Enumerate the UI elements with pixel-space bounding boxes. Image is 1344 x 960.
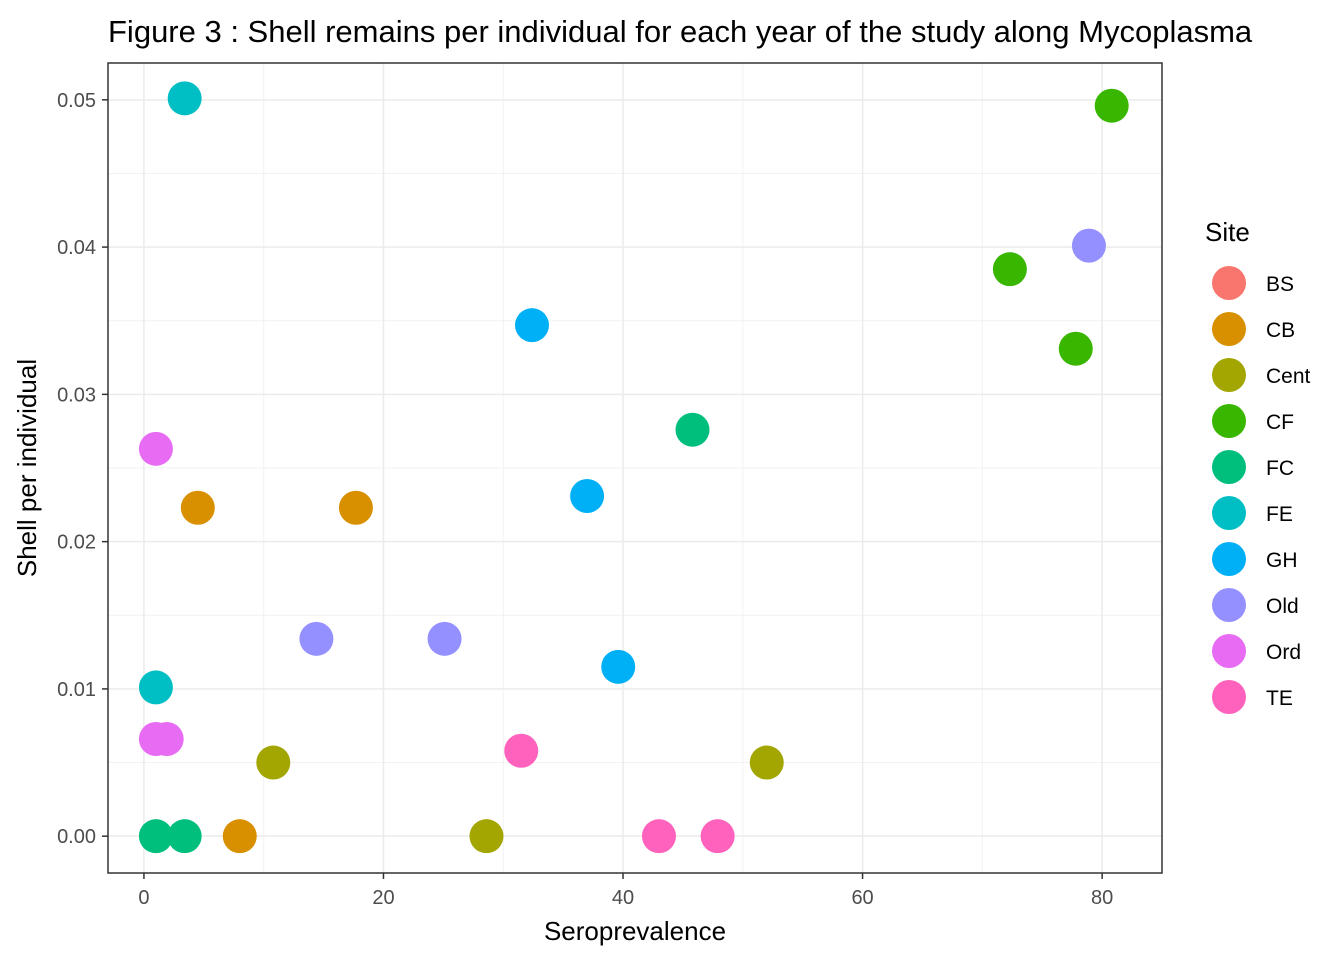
data-point-old (1071, 228, 1106, 263)
legend-item-bs: BS (1212, 266, 1294, 300)
x-tick-label: 80 (1091, 887, 1113, 909)
legend-label: FC (1266, 457, 1294, 480)
legend: Site BS CB Cent CF FC FE GH Old Ord TE (1205, 217, 1311, 714)
legend-key-cent (1212, 358, 1246, 392)
minor-gridlines (108, 63, 1162, 873)
legend-title: Site (1205, 217, 1250, 247)
legend-item-ord: Ord (1212, 634, 1301, 668)
x-axis-title: Seroprevalence (544, 916, 726, 946)
legend-item-old: Old (1212, 588, 1299, 622)
legend-label: FE (1266, 503, 1293, 526)
legend-key-gh (1212, 542, 1246, 576)
data-point-cb (222, 819, 257, 854)
y-axis-title: Shell per individual (12, 359, 42, 577)
data-point-cf (992, 252, 1027, 287)
data-point-cf (1094, 88, 1129, 123)
legend-item-fe: FE (1212, 496, 1293, 530)
legend-label: CB (1266, 319, 1295, 342)
data-point-cent (749, 745, 784, 780)
data-point-old (427, 621, 462, 656)
legend-key-bs (1212, 266, 1246, 300)
y-tick-label: 0.02 (57, 532, 96, 554)
x-tick-label: 60 (851, 887, 873, 909)
legend-item-fc: FC (1212, 450, 1294, 484)
legend-label: TE (1266, 687, 1293, 710)
data-point-fe (167, 81, 202, 116)
y-tick-label: 0.05 (57, 90, 96, 112)
data-point-fc (138, 819, 173, 854)
legend-key-cb (1212, 312, 1246, 346)
legend-label: GH (1266, 549, 1298, 572)
data-point-fe (138, 670, 173, 705)
data-point-ord (149, 721, 184, 756)
legend-key-ord (1212, 634, 1246, 668)
y-tick-label: 0.04 (57, 237, 96, 259)
data-point-te (700, 819, 735, 854)
data-point-cf (1058, 331, 1093, 366)
data-point-gh (570, 478, 605, 513)
y-tick-label: 0.03 (57, 384, 96, 406)
legend-label: BS (1266, 273, 1294, 296)
data-point-cent (256, 745, 291, 780)
legend-label: Old (1266, 595, 1299, 618)
x-tick-label: 40 (612, 887, 634, 909)
y-tick-label: 0.00 (57, 826, 96, 848)
legend-label: Cent (1266, 365, 1311, 388)
chart-title: Figure 3 : Shell remains per individual … (108, 14, 1253, 49)
data-point-cb (338, 490, 373, 525)
x-tick-label: 20 (372, 887, 394, 909)
legend-item-te: TE (1212, 680, 1293, 714)
panel-border (107, 62, 1163, 874)
legend-label: CF (1266, 411, 1294, 434)
data-point-fc (167, 819, 202, 854)
data-point-gh (601, 649, 636, 684)
data-point-cb (180, 490, 215, 525)
legend-label: Ord (1266, 641, 1301, 664)
legend-item-cb: CB (1212, 312, 1295, 346)
data-point-te (504, 733, 539, 768)
legend-key-cf (1212, 404, 1246, 438)
legend-items: BS CB Cent CF FC FE GH Old Ord TE (1212, 266, 1311, 714)
data-point-gh (514, 308, 549, 343)
legend-key-old (1212, 588, 1246, 622)
data-point-fc (675, 412, 710, 447)
legend-key-fe (1212, 496, 1246, 530)
legend-item-gh: GH (1212, 542, 1298, 576)
plot-panel (107, 62, 1163, 874)
data-point-cent (469, 819, 504, 854)
x-tick-label: 0 (138, 887, 149, 909)
y-tick-label: 0.01 (57, 679, 96, 701)
legend-item-cf: CF (1212, 404, 1294, 438)
data-point-ord (138, 431, 173, 466)
legend-key-fc (1212, 450, 1246, 484)
data-points (138, 81, 1129, 854)
legend-item-cent: Cent (1212, 358, 1311, 392)
y-axis: 0.00 0.01 0.02 0.03 0.04 0.05 (57, 90, 108, 848)
x-axis: 0 20 40 60 80 (138, 873, 1113, 909)
legend-key-te (1212, 680, 1246, 714)
data-point-te (641, 819, 676, 854)
data-point-old (299, 621, 334, 656)
